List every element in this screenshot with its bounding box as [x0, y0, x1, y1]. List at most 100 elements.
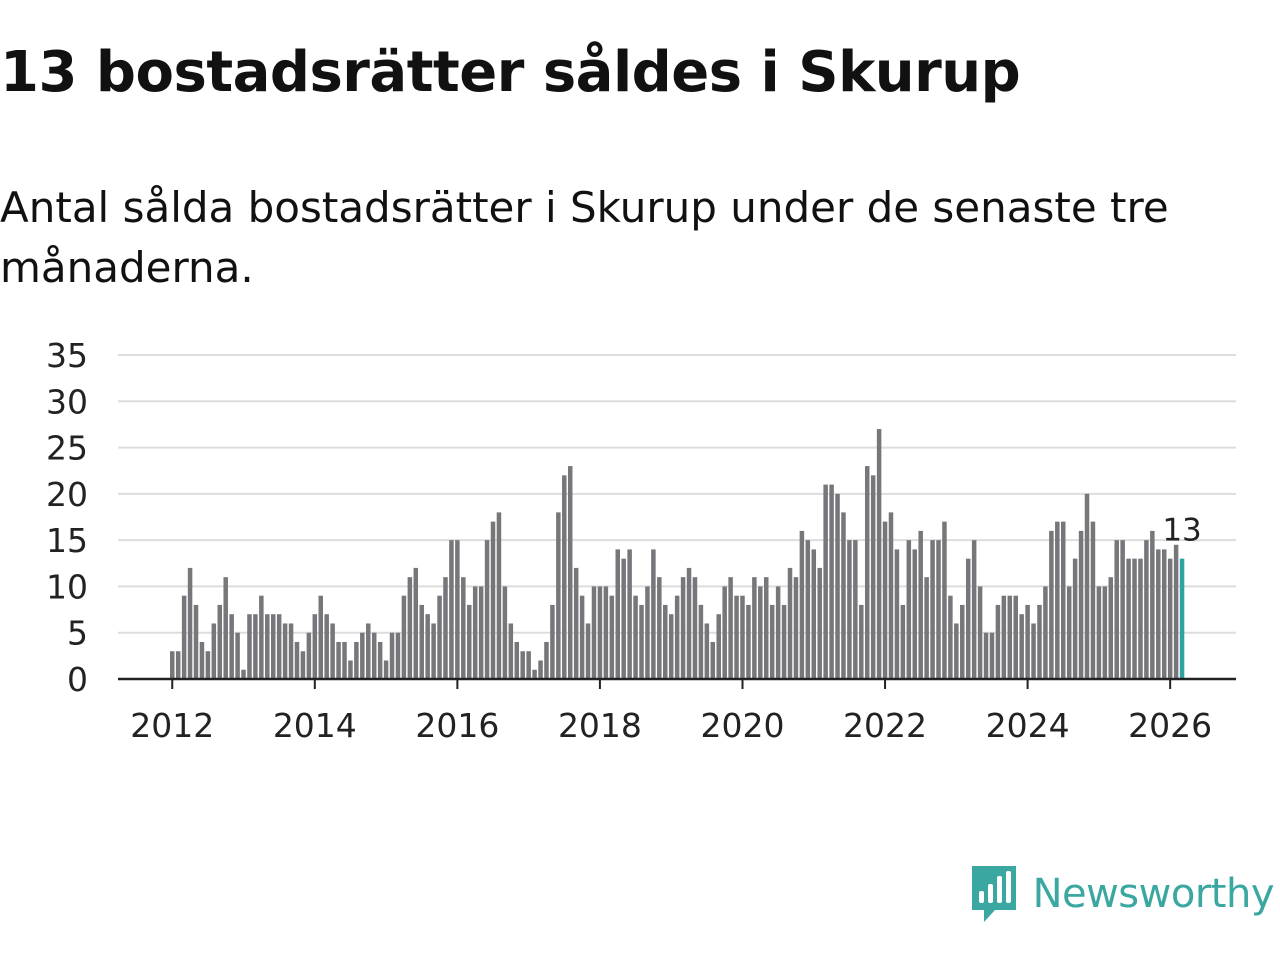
bar — [1096, 586, 1102, 679]
bar — [544, 641, 549, 679]
bar — [366, 623, 371, 679]
bar — [556, 512, 561, 679]
y-tick-label: 25 — [46, 429, 88, 468]
bar — [241, 669, 246, 679]
bar — [211, 623, 217, 679]
bar — [550, 604, 555, 679]
gridlines — [118, 354, 1236, 634]
bar — [484, 540, 490, 679]
bar — [769, 604, 775, 679]
bar — [259, 595, 264, 679]
y-tick-label: 35 — [46, 336, 88, 375]
bar — [710, 641, 716, 679]
y-tick-label: 15 — [46, 521, 88, 560]
bar — [170, 651, 175, 679]
bar — [918, 530, 923, 679]
bar — [1144, 540, 1149, 679]
bar — [490, 521, 496, 679]
x-tick-label: 2022 — [843, 706, 927, 745]
bar — [306, 632, 312, 679]
bar — [1019, 614, 1024, 679]
bar — [746, 604, 751, 679]
bar — [538, 660, 543, 679]
bar — [841, 512, 846, 679]
bar — [912, 549, 917, 679]
bar — [864, 466, 870, 679]
bar — [716, 614, 721, 679]
bar — [847, 540, 852, 679]
bar — [579, 595, 585, 679]
bar — [692, 577, 698, 679]
bar — [674, 595, 680, 679]
bar — [995, 604, 1001, 679]
newsworthy-brand: Newsworthy — [969, 864, 1275, 924]
bar — [1167, 558, 1173, 679]
bar — [728, 577, 733, 679]
bar — [425, 614, 430, 679]
bar — [1090, 521, 1096, 679]
bar — [817, 567, 822, 679]
bar — [472, 586, 478, 679]
bar — [882, 521, 888, 679]
bar — [229, 614, 234, 679]
bar — [960, 604, 965, 679]
bar — [668, 614, 674, 679]
bar — [377, 641, 383, 679]
bar — [1156, 549, 1161, 679]
bar — [823, 484, 828, 679]
bar — [1025, 604, 1030, 679]
latest-value-label: 13 — [1162, 513, 1201, 549]
bar — [989, 632, 995, 679]
bar — [781, 604, 787, 679]
x-tick-label: 2020 — [700, 706, 784, 745]
bar — [567, 466, 573, 679]
bar — [965, 558, 971, 679]
bar — [609, 595, 615, 679]
bar — [799, 530, 805, 679]
bar — [775, 586, 781, 679]
bar — [930, 540, 935, 679]
bar — [906, 540, 912, 679]
bar — [336, 641, 341, 679]
bar — [621, 558, 626, 679]
chart-subtitle: Antal sålda bostadsrätter i Skurup under… — [0, 183, 1169, 292]
bar — [603, 586, 609, 679]
bar — [1161, 549, 1167, 679]
bar — [395, 632, 401, 679]
x-tick-label: 2026 — [1128, 706, 1212, 745]
bar — [876, 429, 882, 679]
bar — [811, 549, 817, 679]
bar — [193, 604, 199, 679]
bar — [1055, 521, 1060, 679]
bar — [722, 586, 727, 679]
bar — [526, 651, 531, 679]
bar — [1001, 595, 1007, 679]
bars — [170, 429, 1185, 679]
bar — [948, 595, 953, 679]
bar — [389, 632, 395, 679]
bar — [740, 595, 745, 679]
bar — [1061, 521, 1066, 679]
bar — [615, 549, 620, 679]
bar — [407, 577, 413, 679]
x-axis-ticks: 2012 2014 2016 2018 2020 2022 2024 2026 — [130, 679, 1212, 745]
bar — [859, 604, 864, 679]
bar — [888, 512, 894, 679]
newsworthy-logo-icon — [971, 866, 1016, 922]
bar — [591, 586, 597, 679]
bar — [496, 512, 502, 679]
bar — [205, 651, 211, 679]
bar — [686, 567, 692, 679]
bar — [1013, 595, 1018, 679]
bar — [461, 577, 466, 679]
bar — [1072, 558, 1078, 679]
bar — [752, 577, 757, 679]
bar — [324, 614, 329, 679]
bar — [758, 586, 763, 679]
bar — [247, 614, 252, 679]
bar — [829, 484, 834, 679]
bar — [734, 595, 739, 679]
bar — [597, 586, 603, 679]
bar — [645, 586, 650, 679]
